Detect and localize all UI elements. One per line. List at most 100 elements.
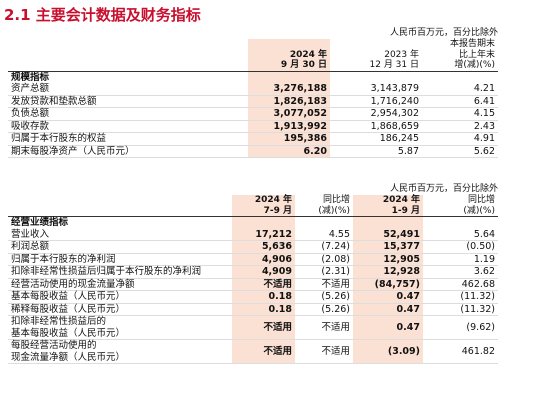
cell-value: 4.21 bbox=[422, 83, 498, 96]
row-label: 稀释每股收益（人民币元） bbox=[8, 303, 232, 316]
cell-value: 5.62 bbox=[422, 145, 498, 158]
cell-value: (2.31) bbox=[295, 265, 353, 279]
cell-value: (0.50) bbox=[423, 240, 498, 254]
cell bbox=[422, 71, 498, 83]
header-row: 2024 年 9 月 30 日 2023 年 12 月 31 日本报告期末 比上年… bbox=[8, 39, 498, 72]
performance-table: 2024 年 7-9 月同比增 (减)(%) 2024 年 1-9 月同比增 (减… bbox=[8, 195, 498, 364]
cell-value: 3,077,052 bbox=[248, 107, 330, 121]
cell-value: 5.87 bbox=[330, 145, 422, 158]
cell-value: 2.43 bbox=[422, 120, 498, 133]
cell-value: 不适用 bbox=[232, 315, 295, 340]
cell-value: (9.62) bbox=[423, 315, 498, 340]
cell-value: 5.64 bbox=[423, 228, 498, 241]
cell-value: 4.55 bbox=[295, 228, 353, 241]
header-row: 2024 年 7-9 月同比增 (减)(%) 2024 年 1-9 月同比增 (减… bbox=[8, 195, 498, 217]
data-row: 稀释每股收益（人民币元） 0.18 (5.26) 0.47 (11.32) bbox=[8, 303, 498, 316]
row-label: 基本每股收益（人民币元） bbox=[8, 290, 232, 304]
unit-note: 人民币百万元，百分比除外 bbox=[389, 28, 498, 38]
cell-value: (3.09) bbox=[353, 339, 423, 364]
cell-value: 4,906 bbox=[232, 253, 295, 266]
header-cell: 同比增 (减)(%) bbox=[295, 195, 353, 217]
cell-value: (11.32) bbox=[423, 290, 498, 304]
cell-value: 0.47 bbox=[353, 315, 423, 340]
cell-value: 4,909 bbox=[232, 265, 295, 279]
data-row: 营业收入 17,212 4.55 52,491 5.64 bbox=[8, 228, 498, 241]
cell-value: 不适用 bbox=[232, 278, 295, 291]
cell bbox=[423, 217, 498, 229]
cell-value: 6.41 bbox=[422, 95, 498, 108]
row-label: 期末每股净资产（人民币元） bbox=[8, 145, 248, 158]
row-label: 每股经营活动使用的 现金流量净额（人民币元） bbox=[8, 339, 232, 364]
section-label: 规模指标 bbox=[11, 71, 50, 83]
cell-value: (11.32) bbox=[423, 303, 498, 316]
scale-table: 2024 年 9 月 30 日 2023 年 12 月 31 日本报告期末 比上年… bbox=[8, 39, 498, 158]
data-row: 发放贷款和垫款总额 1,826,183 1,716,240 6.41 bbox=[8, 95, 498, 108]
row-label: 营业收入 bbox=[8, 228, 232, 241]
row-label: 扣除非经常性损益后归属于本行股东的净利润 bbox=[8, 265, 232, 279]
data-row: 扣除非经常性损益后归属于本行股东的净利润 4,909 (2.31) 12,928 3.6… bbox=[8, 265, 498, 279]
row-label: 归属于本行股东的净利润 bbox=[8, 253, 232, 266]
row-label: 资产总额 bbox=[8, 83, 248, 96]
cell-value: (84,757) bbox=[353, 278, 423, 291]
cell bbox=[232, 216, 295, 229]
cell-value: 0.18 bbox=[232, 303, 295, 316]
cell-value: 1.19 bbox=[423, 253, 498, 266]
cell-value: 3,143,879 bbox=[330, 83, 422, 96]
cell-value: 3,276,188 bbox=[248, 83, 330, 96]
row-label: 利润总额 bbox=[8, 240, 232, 254]
scale-table-block: 人民币百万元，百分比除外 2024 年 9 月 30 日 2023 年 12 月 … bbox=[8, 28, 498, 158]
cell bbox=[353, 216, 423, 229]
cell-value: 3.62 bbox=[423, 265, 498, 279]
row-label: 扣除非经常性损益后的 基本每股收益（人民币元） bbox=[8, 315, 232, 340]
cell-value: 186,245 bbox=[330, 132, 422, 146]
cell-value: 不适用 bbox=[232, 339, 295, 364]
row-label: 吸收存款 bbox=[8, 120, 248, 133]
data-row: 基本每股收益（人民币元） 0.18 (5.26) 0.47 (11.32) bbox=[8, 290, 498, 304]
cell-value: 6.20 bbox=[248, 145, 330, 158]
data-row: 负债总额 3,077,052 2,954,302 4.15 bbox=[8, 107, 498, 121]
cell-value: 15,377 bbox=[353, 240, 423, 254]
data-row: 每股经营活动使用的 现金流量净额（人民币元） 不适用 不适用 (3.09) 461.82 bbox=[8, 339, 498, 364]
row-label: 负债总额 bbox=[8, 107, 248, 121]
data-row: 扣除非经常性损益后的 基本每股收益（人民币元） 不适用 不适用 0.47 (9.62) bbox=[8, 315, 498, 340]
cell-value: 12,905 bbox=[353, 253, 423, 266]
title: 2.1 主要会计数据及财务指标 bbox=[4, 6, 201, 24]
header-cell: 2024 年 1-9 月 bbox=[353, 195, 423, 217]
cell-value: 1,868,659 bbox=[330, 120, 422, 133]
header-cell bbox=[8, 195, 232, 217]
row-label: 发放贷款和垫款总额 bbox=[8, 95, 248, 108]
header-cell bbox=[8, 39, 248, 72]
header-cell: 本报告期末 比上年末 增(减)(%) bbox=[422, 39, 498, 72]
cell bbox=[248, 71, 330, 83]
cell-value: 不适用 bbox=[295, 315, 353, 340]
section-label: 经营业绩指标 bbox=[11, 217, 69, 228]
data-row: 吸收存款 1,913,992 1,868,659 2.43 bbox=[8, 120, 498, 133]
cell-value: 1,913,992 bbox=[248, 120, 330, 133]
cell-value: 52,491 bbox=[353, 228, 423, 241]
row-label: 经营活动使用的现金流量净额 bbox=[8, 278, 232, 291]
cell-value: 461.82 bbox=[423, 339, 498, 364]
header-cell: 2024 年 9 月 30 日 bbox=[248, 39, 330, 72]
cell-value: 不适用 bbox=[295, 339, 353, 364]
cell-value: (5.26) bbox=[295, 290, 353, 304]
cell-value: (7.24) bbox=[295, 240, 353, 254]
cell bbox=[295, 217, 353, 229]
cell-value: 0.18 bbox=[232, 290, 295, 304]
cell bbox=[330, 71, 422, 83]
cell-value: 4.91 bbox=[422, 132, 498, 146]
row-label: 归属于本行股东的权益 bbox=[8, 132, 248, 146]
cell-value: 不适用 bbox=[295, 278, 353, 291]
cell-value: 195,386 bbox=[248, 132, 330, 146]
data-row: 资产总额 3,276,188 3,143,879 4.21 bbox=[8, 83, 498, 96]
header-cell: 同比增 (减)(%) bbox=[423, 195, 498, 217]
cell-value: 0.47 bbox=[353, 303, 423, 316]
cell-value: 5,636 bbox=[232, 240, 295, 254]
cell-value: 2,954,302 bbox=[330, 107, 422, 121]
section-row: 经营业绩指标 bbox=[8, 216, 498, 229]
cell-value: 0.47 bbox=[353, 290, 423, 304]
cell-value: 1,716,240 bbox=[330, 95, 422, 108]
performance-table-block: 人民币百万元，百分比除外 2024 年 7-9 月同比增 (减)(%) 2024 … bbox=[8, 184, 498, 364]
cell-value: 12,928 bbox=[353, 265, 423, 279]
cell-value: (5.26) bbox=[295, 303, 353, 316]
